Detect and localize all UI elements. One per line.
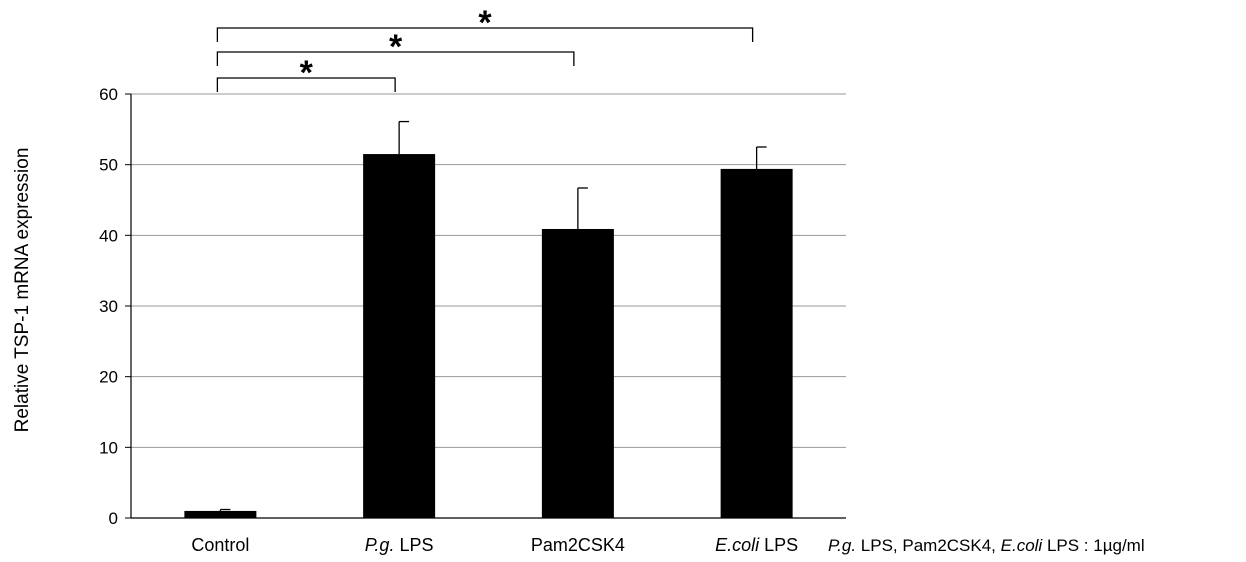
axes [130, 94, 846, 519]
y-tick-label: 50 [99, 156, 118, 175]
x-tick-label-e-coli-lps: E.coli LPS [715, 535, 798, 555]
significance-asterisk: * [478, 4, 492, 42]
x-tick-label-pam2csk4: Pam2CSK4 [531, 535, 625, 555]
y-tick-label: 0 [109, 509, 118, 528]
y-axis-label: Relative TSP-1 mRNA expression [12, 148, 33, 433]
significance-bracket [216, 77, 396, 92]
significance-asterisk: * [300, 54, 314, 92]
y-axis-ticks: 0 10 20 30 40 50 60 [99, 85, 131, 528]
bar-pam2csk4 [541, 228, 614, 518]
y-tick-label: 60 [99, 85, 118, 104]
concentration-note: P.g. LPS, Pam2CSK4, E.coli LPS : 1µg/ml [828, 536, 1145, 555]
bars [184, 154, 793, 519]
y-tick-label: 30 [99, 297, 118, 316]
x-tick-label-control: Control [191, 535, 249, 555]
significance-asterisk: * [389, 28, 403, 66]
bar-e-coli-lps [720, 168, 793, 518]
y-tick-label: 10 [99, 438, 118, 457]
x-axis-categories: Control P.g. LPS Pam2CSK4 E.coli LPS [191, 535, 798, 555]
bar-p-g-lps [363, 154, 436, 519]
y-tick-label: 20 [99, 368, 118, 387]
significance-bracket [216, 27, 754, 42]
error-bars [219, 120, 767, 511]
y-tick-label: 40 [99, 226, 118, 245]
significance-brackets: * * * [216, 4, 754, 92]
significance-bracket [216, 51, 575, 66]
x-tick-label-p-g-lps: P.g. LPS [365, 535, 434, 555]
bar-control [184, 510, 257, 518]
